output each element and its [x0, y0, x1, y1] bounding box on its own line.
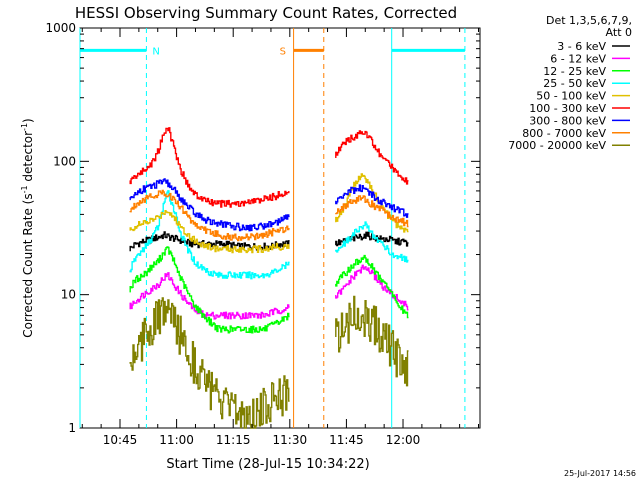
legend-label: 6 - 12 keV: [550, 52, 606, 65]
x-tick-label: 11:30: [273, 433, 308, 447]
legend-header-line1: Det 1,3,5,6,7,9,: [546, 14, 632, 27]
y-tick-label: 1: [68, 421, 76, 435]
y-axis-label-main: Corrected Count Rate (s: [21, 193, 35, 337]
series-line: [129, 178, 290, 232]
series-line: [129, 190, 290, 280]
series-line: [335, 254, 409, 319]
series-line: [129, 246, 290, 334]
flag-label-s: S: [280, 46, 286, 57]
x-tick-label: 11:00: [159, 433, 194, 447]
y-tick-label: 10: [61, 288, 76, 302]
chart-title: HESSI Observing Summary Count Rates, Cor…: [75, 4, 457, 22]
legend-label: 800 - 7000 keV: [522, 127, 606, 140]
series-line: [129, 272, 290, 320]
series-line: [335, 130, 409, 185]
series-25-50-kev: [129, 190, 409, 280]
series-line: [335, 264, 409, 311]
series-line: [335, 295, 409, 387]
y-axis-label-mid: detector: [21, 131, 35, 186]
series-line: [335, 221, 409, 263]
y-tick-label: 1000: [45, 21, 76, 35]
x-axis-label: Start Time (28-Jul-15 10:34:22): [166, 457, 369, 472]
series-6-12-kev: [129, 264, 409, 320]
x-tick-label: 11:45: [329, 433, 364, 447]
legend-label: 300 - 800 keV: [529, 114, 606, 127]
series-300-800-kev: [129, 178, 409, 232]
legend-header-line2: Att 0: [606, 26, 632, 39]
flag-label-n: N: [152, 46, 159, 57]
series-800-7000-kev: [129, 189, 409, 242]
y-axis-label-sup1: -1: [20, 185, 29, 193]
legend-label: 100 - 300 keV: [529, 102, 606, 115]
x-tick-label: 12:00: [386, 433, 421, 447]
y-axis-label: Corrected Count Rate (s-1 detector-1): [20, 118, 35, 337]
legend-label: 3 - 6 keV: [557, 40, 606, 53]
legend-label: 50 - 100 keV: [536, 90, 606, 103]
series-line: [335, 195, 409, 228]
y-axis-ticks: 1 10 100 1000: [45, 21, 480, 435]
series-line: [129, 189, 290, 242]
series-line: [129, 127, 290, 208]
x-tick-label: 10:45: [103, 433, 138, 447]
legend-label: 25 - 50 keV: [543, 77, 606, 90]
series-line: [335, 173, 409, 233]
legend-label: 7000 - 20000 keV: [508, 139, 606, 152]
series-line: [129, 231, 290, 252]
series-100-300-kev: [129, 127, 409, 208]
y-axis-label-sup2: -1: [20, 123, 29, 131]
y-tick-label: 100: [53, 154, 76, 168]
x-tick-label: 11:15: [216, 433, 251, 447]
y-axis-label-end: ): [21, 118, 35, 123]
series-50-100-kev: [129, 173, 409, 254]
x-axis-ticks: 10:45 11:00 11:15 11:30 11:45 12:00: [81, 28, 479, 447]
series-line: [129, 210, 290, 254]
legend-label: 12 - 25 keV: [543, 65, 606, 78]
timestamp: 25-Jul-2017 14:56: [564, 469, 636, 478]
series-lines: [129, 127, 409, 429]
series-12-25-kev: [129, 246, 409, 334]
series-line: [335, 184, 409, 218]
series-line: [129, 297, 290, 429]
series-7000-20000-kev: [129, 295, 409, 429]
